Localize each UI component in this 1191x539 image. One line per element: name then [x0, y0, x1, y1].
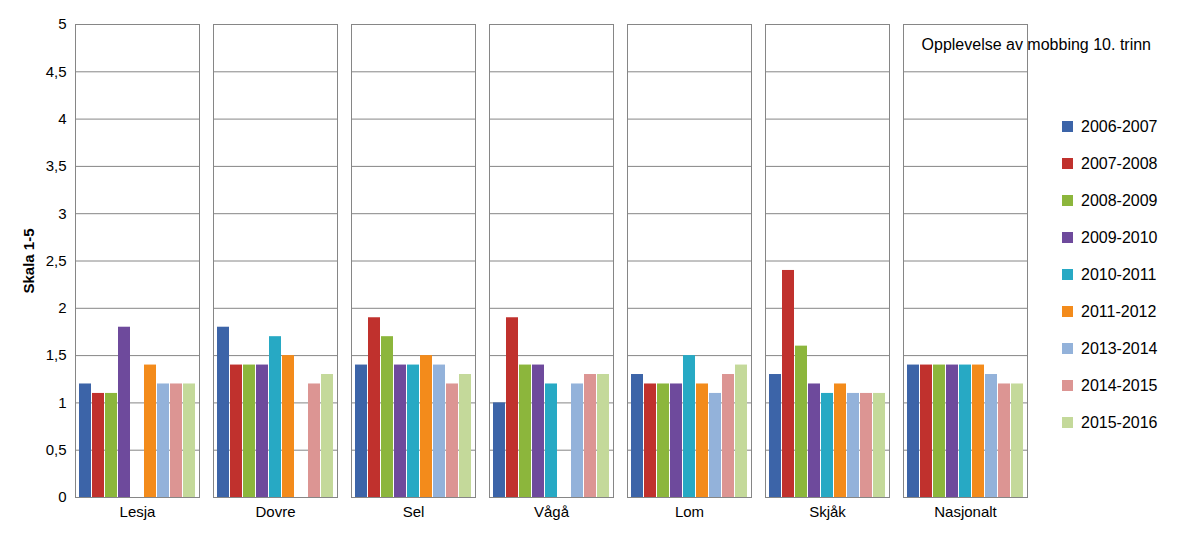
svg-text:1: 1: [58, 394, 66, 411]
svg-text:Dovre: Dovre: [255, 503, 295, 520]
svg-text:Skjåk: Skjåk: [809, 503, 846, 520]
svg-text:2: 2: [58, 299, 66, 316]
html-text:Opplevelse av mobbing 10. trin: Opplevelse av mobbing 10. trinn: [921, 36, 1151, 53]
svg-text:4: 4: [58, 110, 66, 127]
svg-text:Skala 1-5: Skala 1-5: [20, 228, 37, 293]
html-text:2011-2012: 2011-2012: [1081, 302, 1157, 320]
svg-text:0: 0: [58, 488, 66, 505]
svg-text:Nasjonalt: Nasjonalt: [934, 503, 997, 520]
svg-text:4,5: 4,5: [46, 63, 67, 80]
html-text:2013-2014: 2013-2014: [1081, 339, 1158, 357]
svg-text:Lom: Lom: [675, 503, 704, 520]
svg-text:3,5: 3,5: [46, 157, 67, 174]
svg-text:5: 5: [58, 15, 66, 32]
html-text:2009-2010: 2009-2010: [1081, 228, 1158, 246]
svg-text:Lesja: Lesja: [120, 503, 157, 520]
html-text:2014-2015: 2014-2015: [1081, 376, 1158, 394]
svg-text:Vågå: Vågå: [534, 503, 570, 520]
html-text:2006-2007: 2006-2007: [1081, 117, 1158, 135]
svg-text:2,5: 2,5: [46, 252, 67, 269]
html-text:2008-2009: 2008-2009: [1081, 191, 1158, 209]
svg-text:Sel: Sel: [403, 503, 425, 520]
svg-text:1,5: 1,5: [46, 346, 67, 363]
svg-text:0,5: 0,5: [46, 441, 67, 458]
svg-text:3: 3: [58, 205, 66, 222]
html-text:2015-2016: 2015-2016: [1081, 413, 1158, 431]
html-text:2010-2011: 2010-2011: [1081, 265, 1157, 283]
html-text:2007-2008: 2007-2008: [1081, 154, 1158, 172]
